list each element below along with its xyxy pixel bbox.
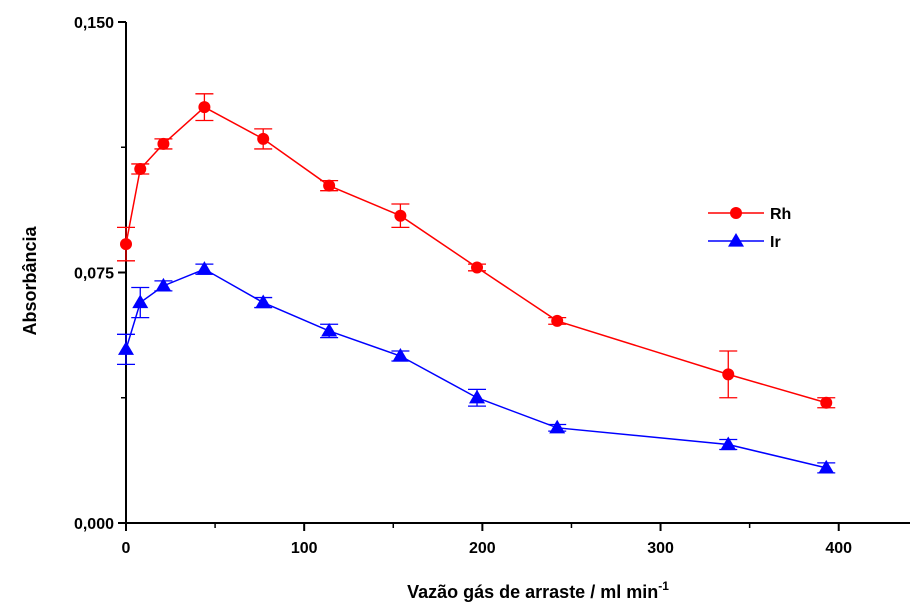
data-point bbox=[196, 261, 213, 275]
x-axis-title-text: Vazão gás de arraste / ml min bbox=[407, 582, 658, 602]
x-tick-label: 300 bbox=[647, 540, 674, 557]
series-layer bbox=[117, 93, 836, 474]
data-point bbox=[155, 277, 172, 292]
legend: Rh Ir bbox=[708, 206, 791, 251]
legend-marker bbox=[728, 233, 744, 247]
x-tick-label: 100 bbox=[291, 540, 318, 557]
x-tick-label: 400 bbox=[825, 540, 852, 557]
data-point bbox=[722, 368, 735, 381]
series-ir bbox=[117, 261, 836, 474]
data-point bbox=[198, 101, 211, 114]
legend-label: Rh bbox=[770, 206, 791, 223]
data-point bbox=[549, 419, 566, 434]
data-point bbox=[255, 294, 272, 309]
data-point bbox=[720, 436, 737, 451]
data-point bbox=[394, 209, 407, 222]
legend-item-ir: Ir bbox=[708, 233, 781, 251]
data-point bbox=[818, 459, 835, 474]
data-point bbox=[551, 314, 564, 327]
axes: 0 100 200 300 400 0,000 0,075 0,150 bbox=[74, 15, 910, 557]
data-point bbox=[120, 238, 132, 251]
data-point bbox=[471, 261, 484, 274]
legend-label: Ir bbox=[770, 234, 781, 251]
data-point bbox=[469, 389, 486, 404]
data-point bbox=[321, 322, 338, 337]
data-point bbox=[392, 348, 409, 362]
data-point bbox=[820, 396, 833, 409]
data-point bbox=[134, 162, 147, 175]
series-rh bbox=[117, 93, 836, 409]
x-axis-title-superscript: -1 bbox=[658, 579, 669, 593]
legend-item-rh: Rh bbox=[708, 206, 791, 223]
legend-marker bbox=[730, 207, 742, 219]
x-tick-label: 200 bbox=[469, 540, 496, 557]
data-point bbox=[157, 137, 170, 150]
y-tick-label: 0,000 bbox=[74, 516, 114, 533]
x-axis-title: Vazão gás de arraste / ml min-1 bbox=[407, 579, 669, 602]
data-point bbox=[257, 132, 270, 145]
data-point bbox=[323, 179, 336, 192]
y-tick-label: 0,075 bbox=[74, 266, 114, 283]
y-tick-label: 0,150 bbox=[74, 15, 114, 32]
x-tick-label: 0 bbox=[122, 540, 131, 557]
data-point bbox=[132, 294, 149, 309]
series-line bbox=[125, 106, 827, 404]
y-axis-title: Absorbância bbox=[20, 225, 40, 335]
series-line bbox=[125, 268, 827, 469]
data-point bbox=[118, 341, 134, 355]
